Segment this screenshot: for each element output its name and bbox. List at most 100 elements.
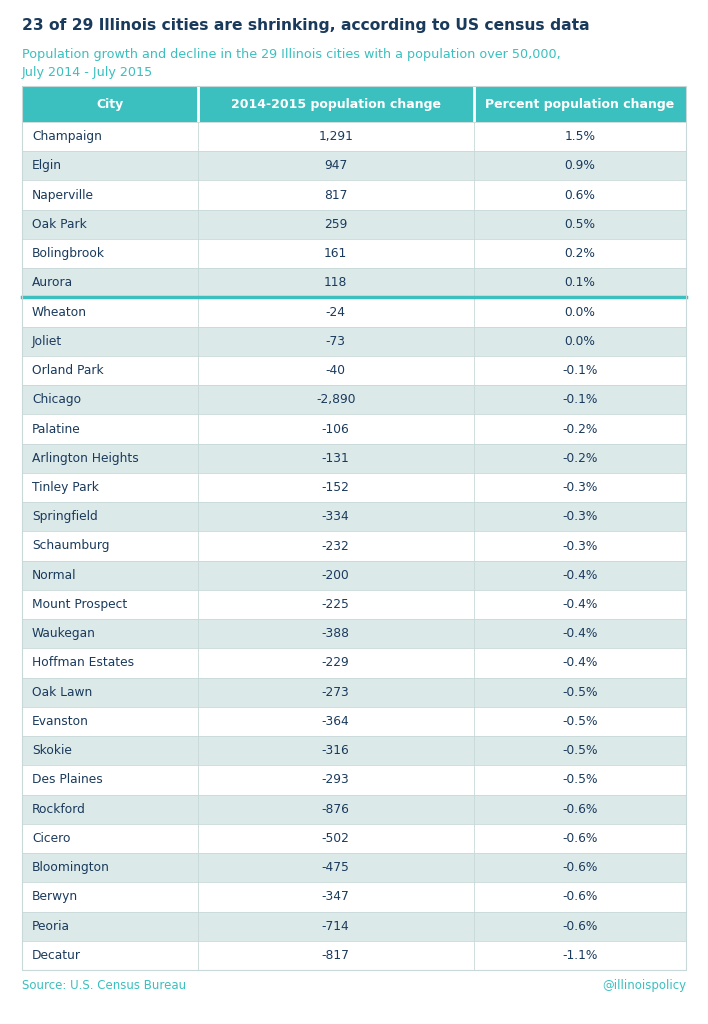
Text: 1.5%: 1.5% [564,130,595,143]
Text: Arlington Heights: Arlington Heights [32,452,139,465]
Text: -2,890: -2,890 [316,393,355,407]
Bar [474,327,686,356]
Bar [22,356,198,385]
Text: -0.2%: -0.2% [562,423,598,435]
Text: Skokie: Skokie [32,744,72,757]
Text: -876: -876 [322,803,350,816]
Text: -225: -225 [322,598,350,611]
Bar [198,152,474,180]
Bar [22,560,198,590]
Bar [22,795,198,823]
Text: Schaumburg: Schaumburg [32,540,110,553]
Bar [198,853,474,883]
Text: 0.2%: 0.2% [564,247,595,260]
Text: -200: -200 [322,568,350,582]
Text: -152: -152 [322,481,350,494]
Text: Mount Prospect: Mount Prospect [32,598,127,611]
Text: Tinley Park: Tinley Park [32,481,99,494]
Text: Naperville: Naperville [32,188,94,202]
Text: -229: -229 [322,656,350,670]
Bar [474,443,686,473]
Bar [474,911,686,941]
Text: -0.1%: -0.1% [562,365,598,377]
Bar [474,210,686,239]
Text: 817: 817 [324,188,348,202]
Text: -24: -24 [326,305,346,318]
Text: Elgin: Elgin [32,160,62,172]
Bar [22,883,198,911]
Bar [198,327,474,356]
Bar [198,385,474,415]
Bar [22,297,198,327]
Bar [198,590,474,620]
Bar [474,86,686,122]
Text: -0.1%: -0.1% [562,393,598,407]
Bar [22,327,198,356]
Text: -73: -73 [326,335,346,348]
Text: Waukegan: Waukegan [32,628,96,640]
Bar [474,590,686,620]
Bar [22,268,198,297]
Text: 2014-2015 population change: 2014-2015 population change [231,97,441,111]
Bar [198,911,474,941]
Text: -0.3%: -0.3% [562,510,598,523]
Bar [198,180,474,210]
Text: 947: 947 [324,160,348,172]
Bar [22,620,198,648]
Bar [198,531,474,560]
Bar [22,415,198,443]
Bar [474,560,686,590]
Text: -0.3%: -0.3% [562,540,598,553]
Text: Joliet: Joliet [32,335,62,348]
Bar [22,443,198,473]
Text: 0.6%: 0.6% [564,188,595,202]
Text: Bloomington: Bloomington [32,861,110,874]
Bar [474,268,686,297]
Text: Cicero: Cicero [32,831,71,845]
Bar [474,620,686,648]
Bar [198,941,474,970]
Bar [22,239,198,268]
Bar [474,765,686,795]
Text: -0.6%: -0.6% [562,920,598,933]
Bar [474,239,686,268]
Bar [198,560,474,590]
Bar [474,385,686,415]
Bar [474,707,686,736]
Text: -0.5%: -0.5% [562,715,598,728]
Text: -316: -316 [322,744,350,757]
Bar [198,502,474,531]
Bar [22,122,198,152]
Text: Oak Park: Oak Park [32,218,87,230]
Text: 0.0%: 0.0% [564,305,595,318]
Text: Bolingbrook: Bolingbrook [32,247,105,260]
Bar [198,823,474,853]
Bar [198,86,474,122]
Text: 0.5%: 0.5% [564,218,595,230]
Text: Orland Park: Orland Park [32,365,103,377]
Text: Source: U.S. Census Bureau: Source: U.S. Census Bureau [22,979,186,992]
Bar [474,648,686,678]
Bar [474,122,686,152]
Text: 0.9%: 0.9% [564,160,595,172]
Bar [474,531,686,560]
Text: Aurora: Aurora [32,276,73,290]
Text: Rockford: Rockford [32,803,86,816]
Bar [22,823,198,853]
Bar [22,590,198,620]
Bar [474,473,686,502]
Bar [198,443,474,473]
Text: -388: -388 [321,628,350,640]
Bar [22,385,198,415]
Text: 161: 161 [324,247,348,260]
Bar [22,180,198,210]
Bar [474,941,686,970]
Bar [22,941,198,970]
Bar [198,648,474,678]
Text: 1,291: 1,291 [319,130,353,143]
Bar [198,297,474,327]
Text: Peoria: Peoria [32,920,70,933]
Bar [22,911,198,941]
Bar [22,210,198,239]
Bar [22,502,198,531]
